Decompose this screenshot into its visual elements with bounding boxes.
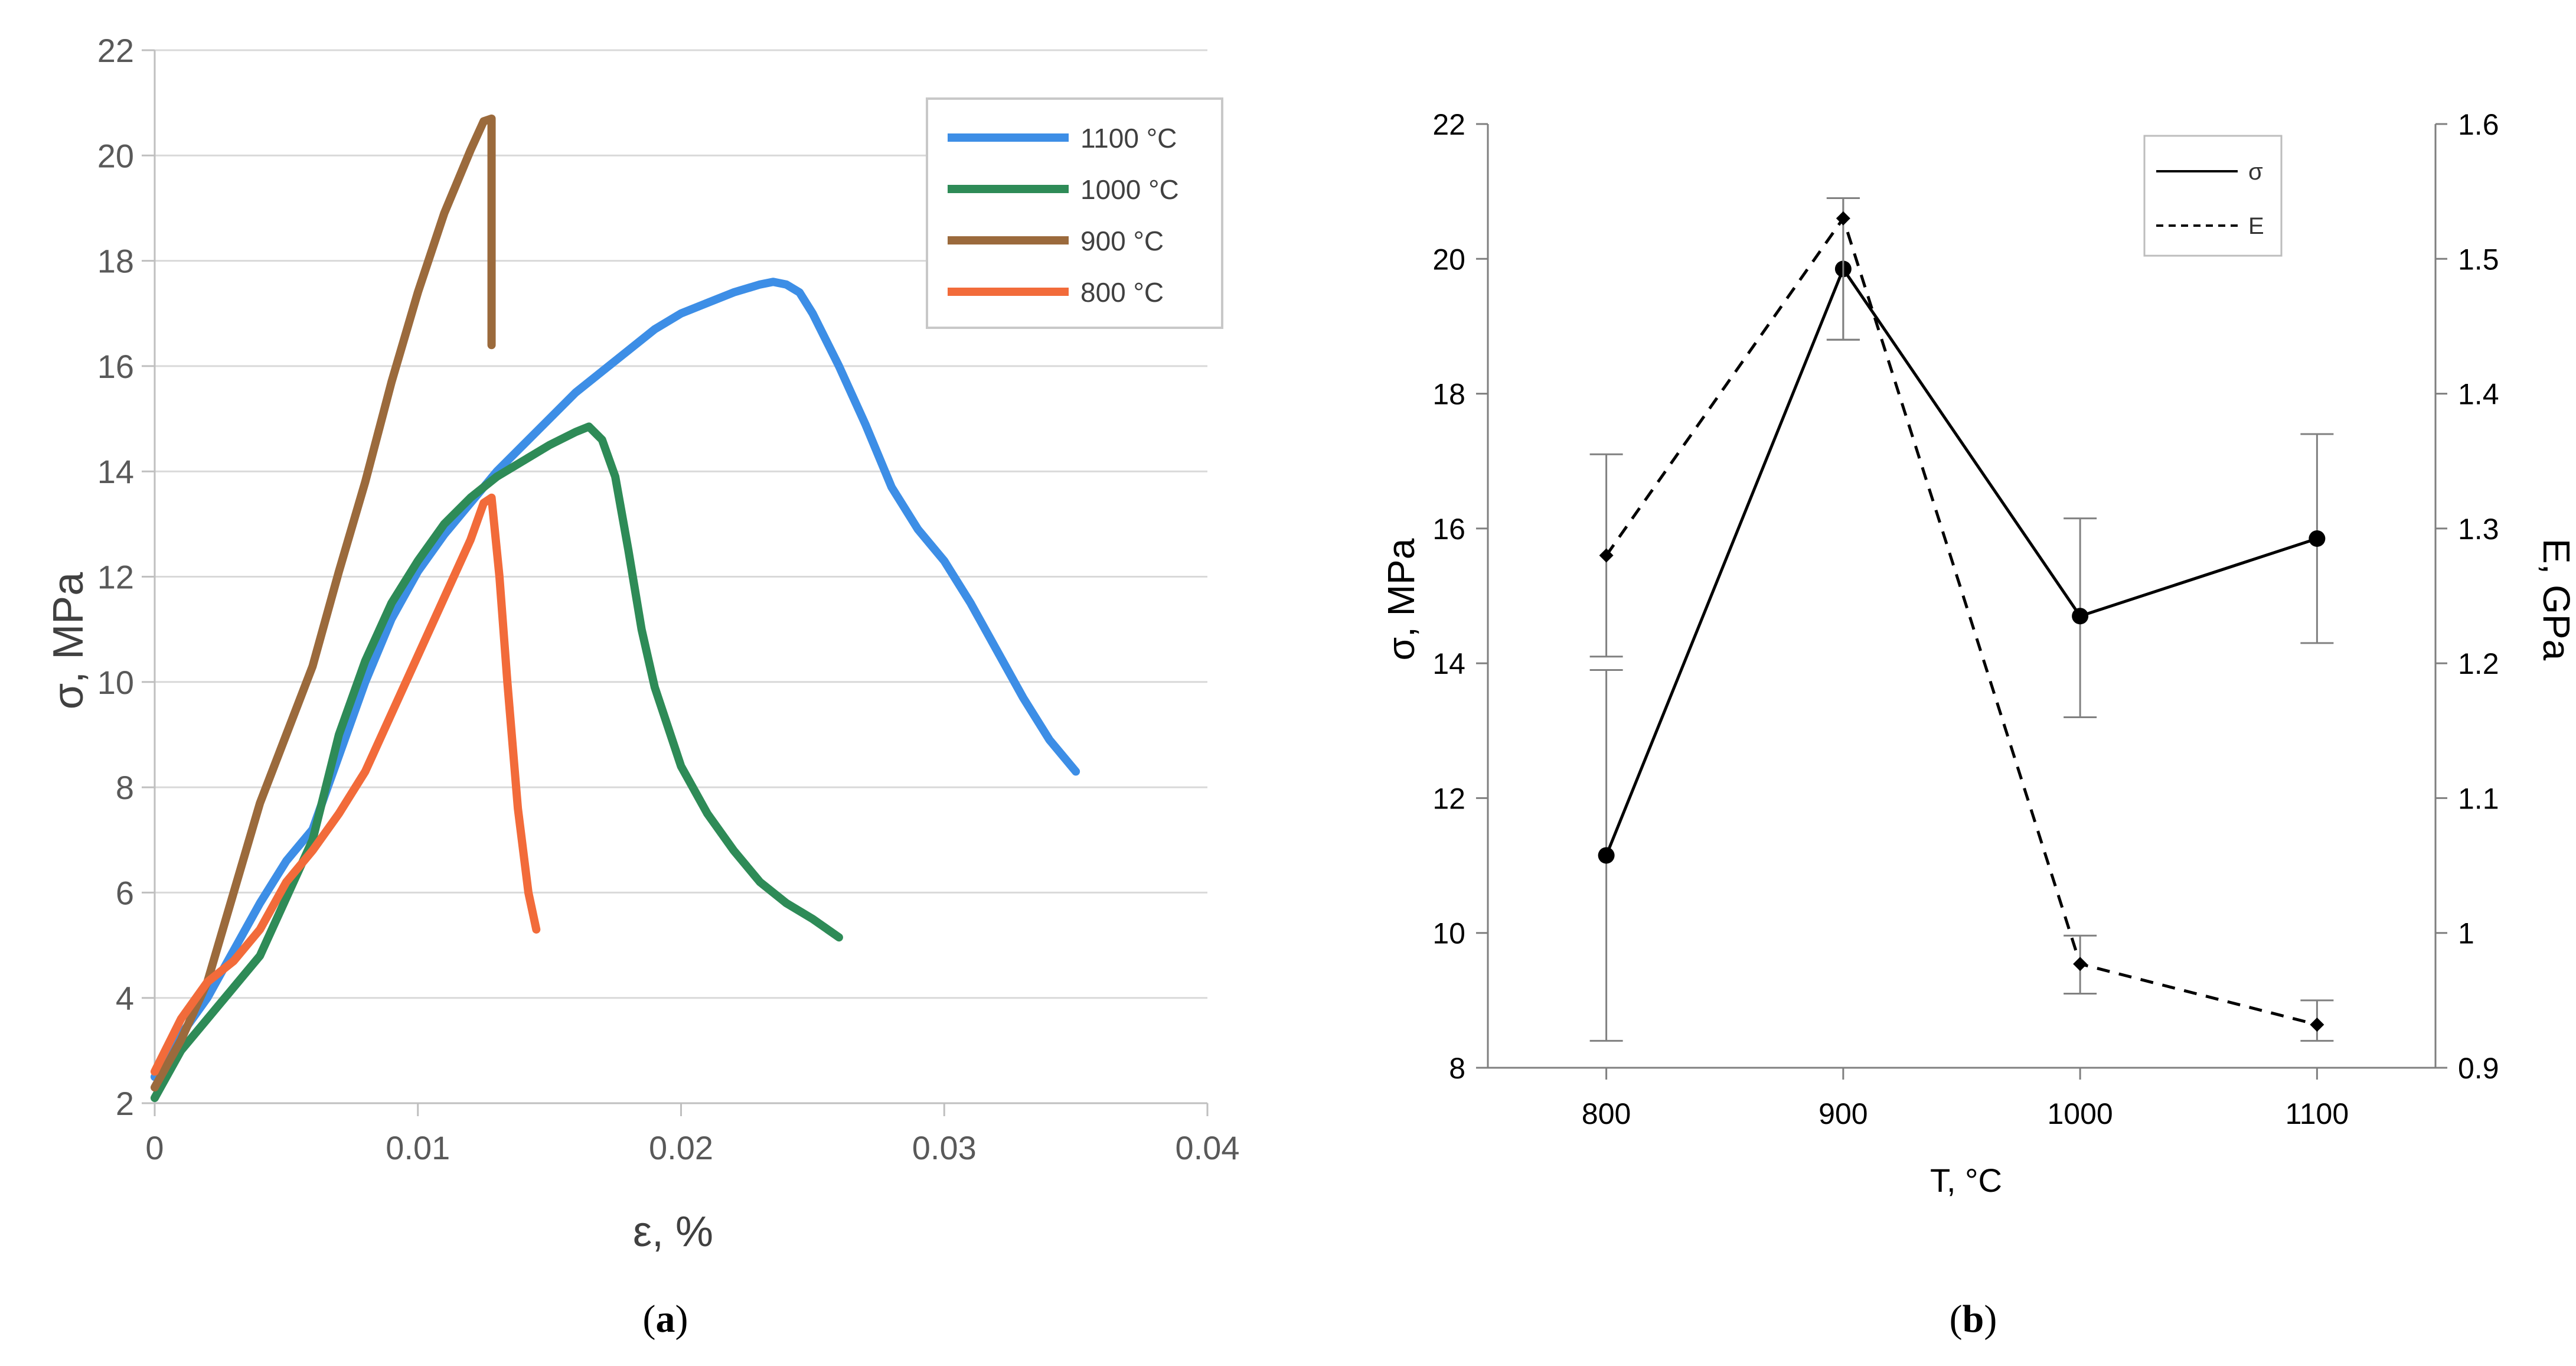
panel-a-stress-strain-chart: 2 4 6 8 10 12 14 16 18 20 22 0 0.01 0.02 0.03 0.04 1100… bbox=[45, 32, 1240, 1341]
panel-a-x-tick-label-0: 0 bbox=[145, 1129, 164, 1166]
panel-b-x-tick-label-900: 900 bbox=[1818, 1097, 1867, 1130]
panel-b-caption-open: ( bbox=[1950, 1297, 1963, 1341]
panel-b-tick-labels: 8 10 12 14 16 18 20 22 0.9 1 1.1 1.2 1.3 1.4 1.5 1.6 800… bbox=[1432, 108, 2499, 1130]
panel-a-x-tick-label-0-01: 0.01 bbox=[386, 1129, 450, 1166]
panel-b-caption: (b) bbox=[1950, 1297, 1997, 1341]
panel-b-point-series-0-800 bbox=[1598, 847, 1615, 864]
panel-b-legend-label-series-0: σ bbox=[2248, 159, 2263, 185]
panel-b-y-right-tick-label-1-6: 1.6 bbox=[2458, 108, 2499, 141]
panel-a-caption-letter: a bbox=[656, 1297, 675, 1341]
panel-b-y-left-tick-label-14: 14 bbox=[1432, 647, 1465, 680]
panel-a-axes bbox=[142, 49, 1209, 1116]
panel-a-caption-open: ( bbox=[643, 1297, 656, 1341]
panel-b-y-left-tick-label-22: 22 bbox=[1432, 108, 1465, 141]
panel-b-legend-box bbox=[2143, 135, 2283, 257]
panel-b-axes bbox=[1476, 123, 2447, 1080]
panel-a-y-tick-label-6: 6 bbox=[116, 874, 134, 911]
panel-b-y-axis-label-left: σ, MPa bbox=[1380, 538, 1422, 660]
panel-b-y-right-tick-label-1-1: 1.1 bbox=[2458, 782, 2499, 815]
panel-a-legend-label-900-c: 900 °C bbox=[1080, 226, 1164, 256]
panel-a-legend-label-800-c: 800 °C bbox=[1080, 277, 1164, 308]
panel-b-point-e-1000 bbox=[2073, 957, 2088, 971]
panel-b-y-left-tick-label-20: 20 bbox=[1432, 243, 1465, 276]
panel-b-y-left-tick-label-18: 18 bbox=[1432, 378, 1465, 411]
panel-a-y-tick-label-14: 14 bbox=[97, 453, 134, 490]
panel-b-y-left-tick-label-10: 10 bbox=[1432, 917, 1465, 950]
panel-b-x-tick-label-800: 800 bbox=[1582, 1097, 1631, 1130]
panel-a-series-line-900-c bbox=[151, 114, 496, 1092]
panel-a-y-tick-label-10: 10 bbox=[97, 664, 134, 701]
panel-b-y-right-tick-label-1-2: 1.2 bbox=[2458, 647, 2499, 680]
panel-a-y-tick-label-22: 22 bbox=[97, 32, 134, 69]
panel-a-y-tick-label-2: 2 bbox=[116, 1085, 134, 1122]
panel-b-y-right-tick-label-1: 1 bbox=[2458, 917, 2474, 950]
panel-b-point-series-0-1000 bbox=[2072, 608, 2089, 625]
panel-a-caption-close: ) bbox=[675, 1297, 688, 1341]
panel-b-y-right-tick-label-1-4: 1.4 bbox=[2458, 378, 2499, 411]
panel-b-x-tick-label-1000: 1000 bbox=[2048, 1097, 2113, 1130]
panel-a-y-tick-label-8: 8 bbox=[116, 769, 134, 806]
panel-b-point-series-0-1100 bbox=[2309, 530, 2326, 547]
panel-a-legend: 1100 °C 1000 °C 900 °C 800 °C bbox=[926, 97, 1223, 329]
panel-b-point-e-1100 bbox=[2310, 1017, 2324, 1032]
panel-b-strength-modulus-chart: 8 10 12 14 16 18 20 22 0.9 1 1.1 1.2 1.3 1.4 1.5 1.6 800… bbox=[1380, 108, 2576, 1341]
panel-b-legend-label-e: E bbox=[2248, 213, 2264, 239]
panel-a-y-axis-label: σ, MPa bbox=[45, 572, 92, 709]
panel-a-y-tick-label-12: 12 bbox=[97, 559, 134, 596]
panel-b-y-left-tick-label-8: 8 bbox=[1449, 1052, 1465, 1085]
panel-a-series-line-800-c bbox=[151, 493, 541, 1076]
panel-a-legend-label-1000-c: 1000 °C bbox=[1080, 174, 1179, 205]
panel-a-legend-label-1100-c: 1100 °C bbox=[1080, 123, 1177, 154]
panel-a-caption: (a) bbox=[643, 1297, 688, 1341]
panel-b-point-e-900 bbox=[1836, 211, 1850, 226]
panel-b-x-tick-label-1100: 1100 bbox=[2286, 1097, 2349, 1130]
panel-a-tick-labels: 2 4 6 8 10 12 14 16 18 20 22 0 0.01 0.02 0.03 0.04 bbox=[97, 32, 1240, 1166]
panel-b-y-right-tick-label-1-3: 1.3 bbox=[2458, 513, 2499, 546]
panel-a-x-tick-label-0-03: 0.03 bbox=[912, 1129, 977, 1166]
panel-b-series-line-e bbox=[1605, 215, 2317, 1026]
panel-a-series-line-1100-c bbox=[151, 278, 1080, 1081]
panel-a-y-tick-label-4: 4 bbox=[116, 980, 134, 1017]
panel-a-y-tick-label-16: 16 bbox=[97, 348, 134, 385]
panel-a-series bbox=[151, 114, 1080, 1103]
panel-b-caption-letter: b bbox=[1963, 1297, 1984, 1341]
panel-b-y-axis-label-right: E, GPa bbox=[2535, 539, 2576, 661]
panel-a-x-tick-label-0-04: 0.04 bbox=[1176, 1129, 1240, 1166]
panel-b-y-right-tick-label-1-5: 1.5 bbox=[2458, 243, 2499, 276]
panel-a-x-tick-label-0-02: 0.02 bbox=[649, 1129, 713, 1166]
panel-b-legend: σE bbox=[2143, 135, 2283, 257]
panel-a-x-axis-label: ε, % bbox=[633, 1208, 713, 1256]
panel-a-y-tick-label-18: 18 bbox=[97, 243, 134, 280]
panel-a-series-line-1000-c bbox=[151, 422, 843, 1103]
panel-b-caption-close: ) bbox=[1984, 1297, 1997, 1341]
panel-b-series bbox=[1589, 197, 2334, 1042]
panel-b-x-axis-label: T, °C bbox=[1930, 1162, 2002, 1199]
panel-b-point-e-800 bbox=[1599, 548, 1614, 563]
panel-b-y-left-tick-label-16: 16 bbox=[1432, 513, 1465, 546]
panel-b-y-left-tick-label-12: 12 bbox=[1432, 782, 1465, 815]
panel-b-y-right-tick-label-0-9: 0.9 bbox=[2458, 1052, 2499, 1085]
panel-b-series-line-series-0 bbox=[1605, 266, 2318, 856]
panel-a-y-tick-label-20: 20 bbox=[97, 137, 134, 174]
